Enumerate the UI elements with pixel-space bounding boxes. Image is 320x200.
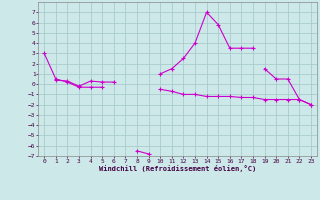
X-axis label: Windchill (Refroidissement éolien,°C): Windchill (Refroidissement éolien,°C) bbox=[99, 165, 256, 172]
